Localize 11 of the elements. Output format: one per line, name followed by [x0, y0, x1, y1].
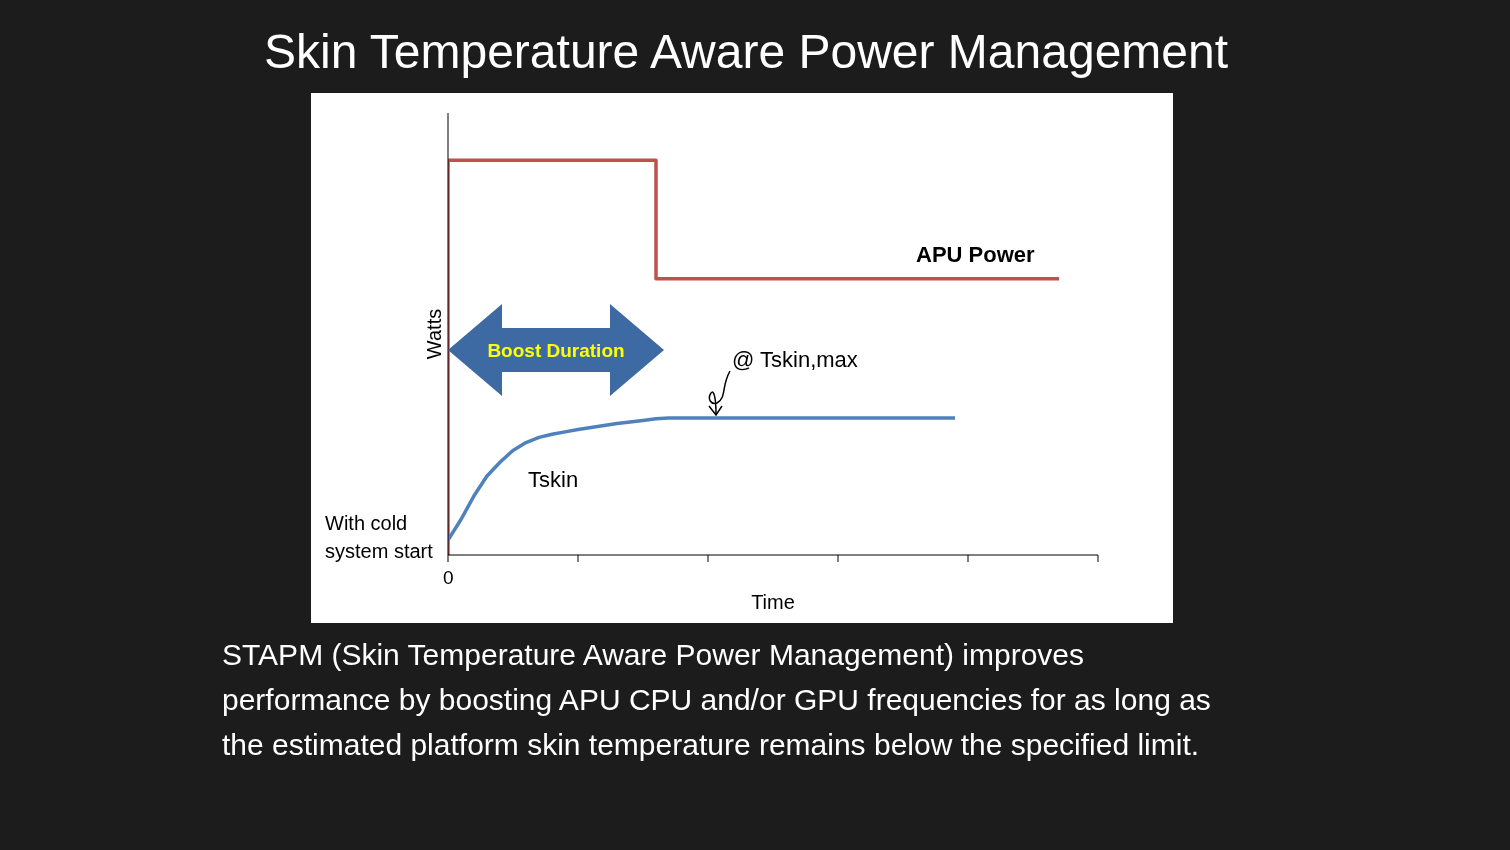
series-label: APU Power [916, 242, 1035, 268]
annotation: Boost Duration [487, 340, 625, 361]
annotation: @ Tskin,max [732, 347, 858, 373]
text: STAPM (Skin Temperature Aware Power Management) improves performance by boosting APU CPU and/or GPU frequencies for as long as the estimated platform skin temperature remains below the specified limit. [222, 637, 1212, 763]
y-axis-title: Watts [423, 308, 446, 360]
x-axis-title: Time [751, 591, 795, 613]
series-label: Tskin [528, 467, 579, 493]
chart-title: Skin Temperature Aware Power Management [262, 24, 1230, 79]
text: With cold system start [325, 511, 434, 564]
text: 0 [443, 567, 454, 589]
double-arrow: Boost Duration [448, 304, 664, 396]
